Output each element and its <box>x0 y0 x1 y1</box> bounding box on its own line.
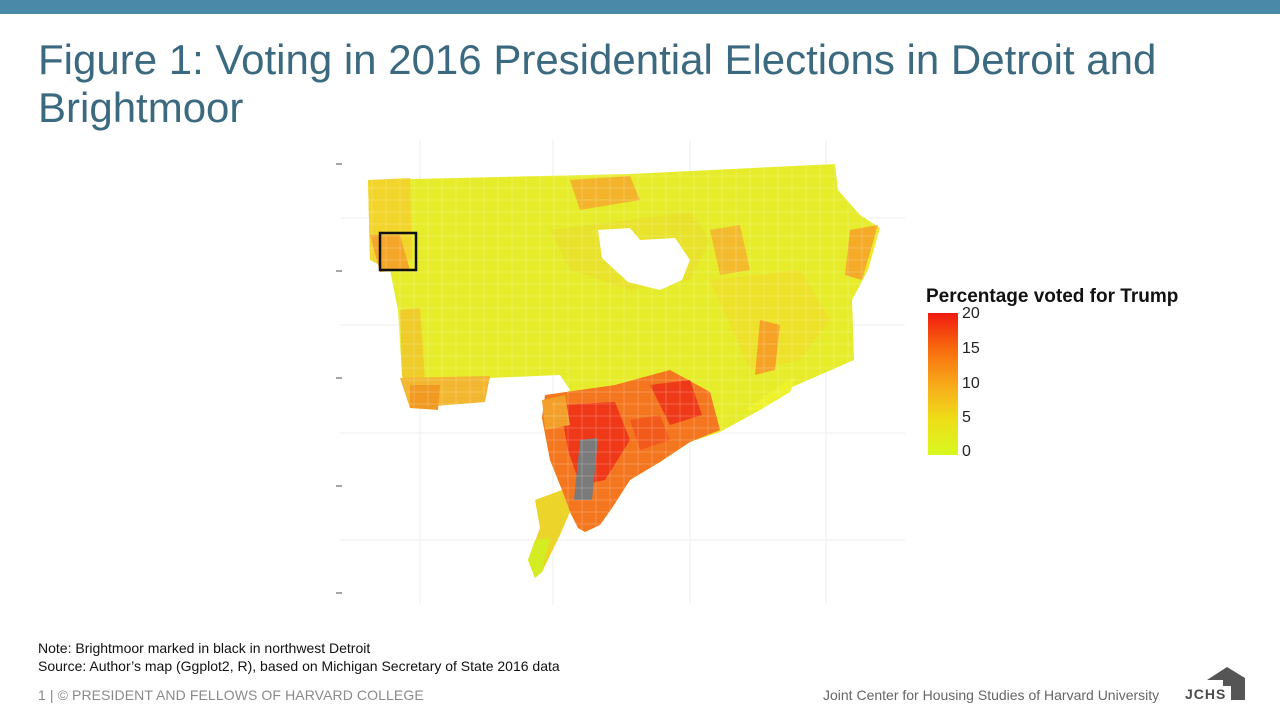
top-accent-bar <box>0 0 1280 14</box>
legend-tick-20: 20 <box>962 305 980 322</box>
footer-copyright: 1 | © PRESIDENT AND FELLOWS OF HARVARD C… <box>38 687 424 703</box>
source-text: Source: Author’s map (Ggplot2, R), based… <box>38 658 560 674</box>
jchs-logo: JCHS <box>1183 666 1247 702</box>
brightmoor-marker <box>378 231 418 272</box>
slide-title: Figure 1: Voting in 2016 Presidential El… <box>38 36 1157 131</box>
note-text: Note: Brightmoor marked in black in nort… <box>38 640 371 656</box>
map-axis-ticks <box>336 163 342 594</box>
enclave-hole <box>598 228 690 290</box>
map-legend: Percentage voted for Trump 20 15 10 5 0 <box>926 286 1226 466</box>
footer-organization: Joint Center for Housing Studies of Harv… <box>823 687 1160 703</box>
logo-text: JCHS <box>1185 686 1227 702</box>
legend-tick-15: 15 <box>962 340 980 357</box>
legend-color-bar <box>928 313 958 455</box>
detroit-precinct-map <box>330 140 910 605</box>
house-logo-icon <box>1207 667 1245 700</box>
figure-notes: Note: Brightmoor marked in black in nort… <box>38 639 560 675</box>
legend-tick-5: 5 <box>962 409 971 426</box>
legend-tick-0: 0 <box>962 443 971 460</box>
legend-title: Percentage voted for Trump <box>926 286 1179 307</box>
legend-tick-10: 10 <box>962 375 980 392</box>
map-svg <box>336 140 905 605</box>
